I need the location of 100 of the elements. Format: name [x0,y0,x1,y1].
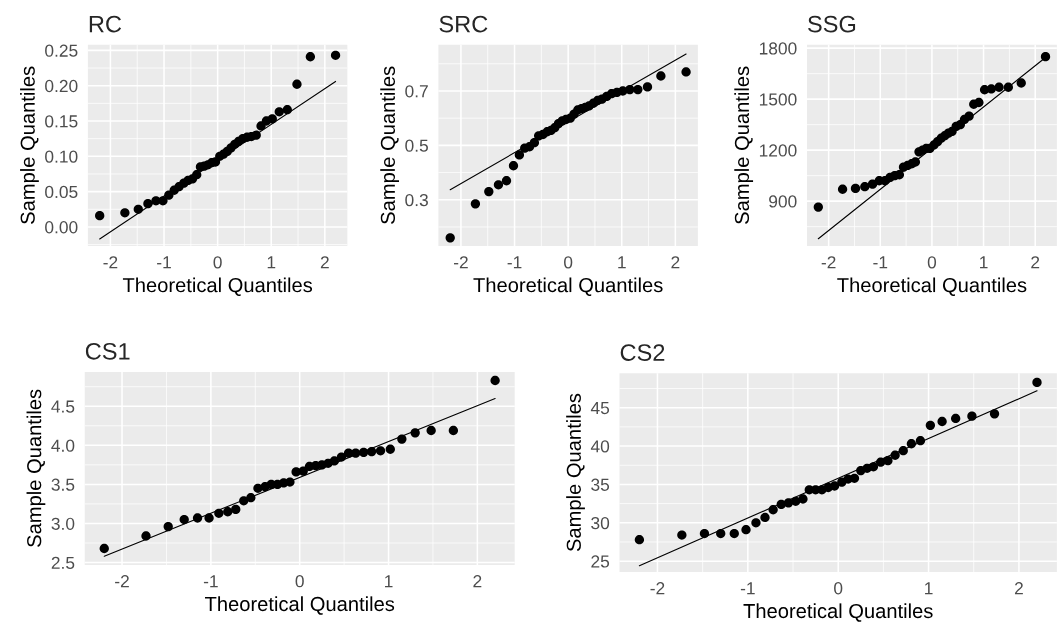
point [99,543,109,554]
point [989,409,1000,419]
point [829,481,840,491]
point [95,210,105,221]
point [292,79,302,89]
point [642,82,653,92]
point [192,513,203,523]
point [204,513,214,523]
point [214,508,224,518]
point [986,84,996,94]
point [849,473,860,483]
point [890,450,900,460]
y-axis-title: Sample Quantiles [734,66,754,224]
point [120,208,130,218]
point [633,84,643,95]
y-tick-label: 4.5 [51,400,75,413]
point [741,525,751,535]
point [470,199,481,209]
point [329,456,339,466]
point [760,512,770,523]
x-tick-label: 0 [213,256,222,269]
point [951,413,961,424]
point [508,161,519,171]
y-tick-label: 1800 [759,42,797,55]
y-tick-label: 3.5 [51,478,75,491]
chart-title: CS2 [620,344,665,361]
x-axis-title: Theoretical Quantiles [743,603,933,622]
x-tick-label: -1 [873,256,888,269]
point [445,233,455,243]
point [1016,78,1026,88]
y-tick-label: 1200 [759,144,797,157]
y-tick-label: 2.5 [51,556,75,569]
chart-title: CS1 [85,342,130,360]
y-tick-label: 0.3 [405,193,428,207]
point [967,411,977,421]
point [179,514,189,525]
x-tick-label: -2 [103,256,118,269]
point [937,416,947,427]
y-axis-title: Sample Quantiles [26,389,46,547]
point [385,444,395,454]
point [677,530,687,540]
x-tick-label: -2 [115,575,129,588]
point [634,535,645,545]
point [729,528,739,539]
x-axis-title: Theoretical Quantiles [205,596,395,615]
x-tick-label: 0 [564,256,573,269]
point [246,493,256,503]
point [867,179,878,189]
y-tick-label: 0.10 [45,150,78,163]
y-tick-label: 0.7 [405,85,428,98]
point [529,137,540,148]
x-tick-label: 2 [1014,582,1023,595]
point [898,446,908,456]
y-tick-label: 35 [591,478,610,491]
point [192,170,202,180]
point [267,114,277,124]
x-tick-label: 2 [1031,256,1040,269]
y-tick-label: 0.20 [45,79,78,93]
point [336,452,347,462]
point [681,67,691,77]
point [239,496,249,506]
y-tick-label: 30 [591,516,610,530]
y-tick-label: 900 [769,195,797,208]
point [330,50,341,60]
y-tick-label: 0.15 [45,115,78,128]
point [298,466,308,476]
y-tick-label: 40 [590,440,610,453]
point [141,531,151,541]
point [448,425,459,436]
point [366,446,377,457]
point [375,446,386,456]
point [493,180,504,190]
y-axis-title: Sample Quantiles [380,66,400,224]
point [850,183,861,194]
point [251,130,261,140]
point [410,428,420,438]
x-tick-label: 1 [618,256,626,269]
point [143,198,153,209]
x-axis-title: Theoretical Quantiles [122,277,313,296]
point [699,528,710,539]
point [490,375,500,386]
x-tick-label: -2 [453,256,468,269]
x-tick-label: 1 [267,256,276,269]
point [231,504,241,515]
point [1040,51,1051,62]
point [163,521,173,532]
point [768,505,778,515]
point [656,71,666,81]
point [964,111,974,121]
point [514,150,525,160]
point [397,434,407,444]
y-tick-label: 1500 [759,93,797,106]
point [860,182,870,192]
x-tick-label: 2 [671,256,680,269]
point [868,462,879,472]
point [501,176,512,186]
y-tick-label: 0.00 [45,221,78,234]
point [1032,377,1042,388]
y-tick-label: 3.0 [51,517,75,530]
point [798,494,808,504]
